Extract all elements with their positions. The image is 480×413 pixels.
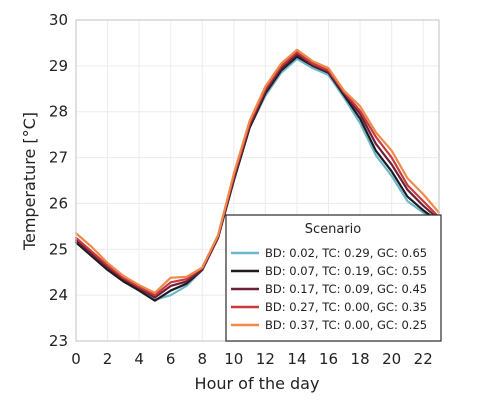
legend-box (225, 214, 442, 342)
x-tick-label: 18 (351, 350, 370, 368)
x-tick-label: 6 (166, 350, 176, 368)
series-layer (74, 48, 441, 302)
legend-label-2: BD: 0.07, TC: 0.19, GC: 0.55 (265, 264, 427, 278)
x-axis-title: Hour of the day (195, 374, 320, 393)
y-tick-label: 30 (49, 11, 68, 29)
x-tick-label: 22 (414, 350, 433, 368)
y-tick-label: 28 (49, 103, 68, 121)
legend-label-3: BD: 0.17, TC: 0.09, GC: 0.45 (265, 282, 427, 296)
x-tick-label: 16 (319, 350, 338, 368)
legend-items: BD: 0.02, TC: 0.29, GC: 0.65 BD: 0.07, TC… (231, 246, 427, 332)
x-tick-label: 10 (224, 350, 243, 368)
y-tick-labels: 23 24 25 26 27 28 29 30 (49, 11, 68, 350)
y-tick-label: 24 (49, 286, 68, 304)
x-tick-label: 12 (256, 350, 275, 368)
x-tick-label: 20 (382, 350, 401, 368)
y-axis-title: Temperature [°C] (20, 112, 39, 251)
x-tick-labels: 0 2 4 6 8 10 12 14 16 18 20 22 (71, 350, 433, 368)
legend-label-4: BD: 0.27, TC: 0.00, GC: 0.35 (265, 300, 427, 314)
x-tick-label: 14 (287, 350, 306, 368)
y-tick-label: 25 (49, 240, 68, 258)
x-tick-label: 2 (103, 350, 113, 368)
legend-label-1: BD: 0.02, TC: 0.29, GC: 0.65 (265, 246, 427, 260)
x-tick-label: 8 (197, 350, 207, 368)
legend-title: Scenario (305, 222, 362, 237)
y-tick-label: 26 (49, 194, 68, 212)
legend-label-5: BD: 0.37, TC: 0.00, GC: 0.25 (265, 318, 427, 332)
y-tick-label: 29 (49, 57, 68, 75)
x-tick-label: 4 (134, 350, 144, 368)
y-tick-label: 27 (49, 149, 68, 167)
x-tick-label: 0 (71, 350, 81, 368)
y-tick-label: 23 (49, 332, 68, 350)
series-line-5 (74, 48, 441, 294)
legend: Scenario BD: 0.02, TC: 0.29, GC: 0.65BD:… (225, 214, 442, 342)
